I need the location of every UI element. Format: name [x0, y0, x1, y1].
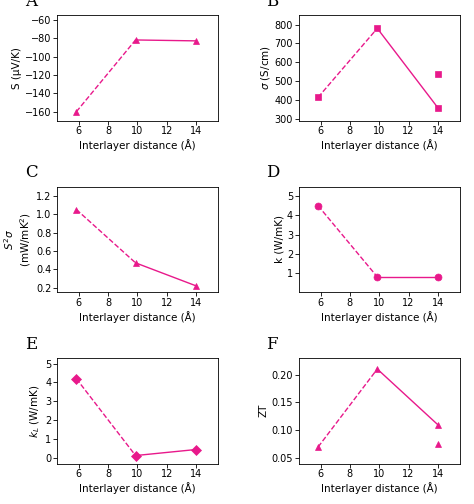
X-axis label: Interlayer distance (Å): Interlayer distance (Å) — [321, 482, 438, 494]
X-axis label: Interlayer distance (Å): Interlayer distance (Å) — [79, 139, 196, 151]
Text: A: A — [25, 0, 36, 10]
Text: D: D — [266, 164, 280, 181]
X-axis label: Interlayer distance (Å): Interlayer distance (Å) — [79, 482, 196, 494]
Y-axis label: $k_L$ (W/mK): $k_L$ (W/mK) — [29, 384, 42, 437]
X-axis label: Interlayer distance (Å): Interlayer distance (Å) — [321, 310, 438, 323]
X-axis label: Interlayer distance (Å): Interlayer distance (Å) — [79, 310, 196, 323]
Y-axis label: ZT: ZT — [259, 404, 269, 417]
Y-axis label: S (μV/K): S (μV/K) — [12, 47, 22, 89]
Text: F: F — [266, 336, 278, 353]
Y-axis label: k (W/mK): k (W/mK) — [274, 215, 284, 264]
Text: C: C — [25, 164, 37, 181]
Text: E: E — [25, 336, 37, 353]
X-axis label: Interlayer distance (Å): Interlayer distance (Å) — [321, 139, 438, 151]
Text: B: B — [266, 0, 279, 10]
Y-axis label: $S^2\sigma$
(mW/mK$^2$): $S^2\sigma$ (mW/mK$^2$) — [2, 212, 33, 267]
Y-axis label: $\sigma$ (S/cm): $\sigma$ (S/cm) — [259, 45, 272, 91]
